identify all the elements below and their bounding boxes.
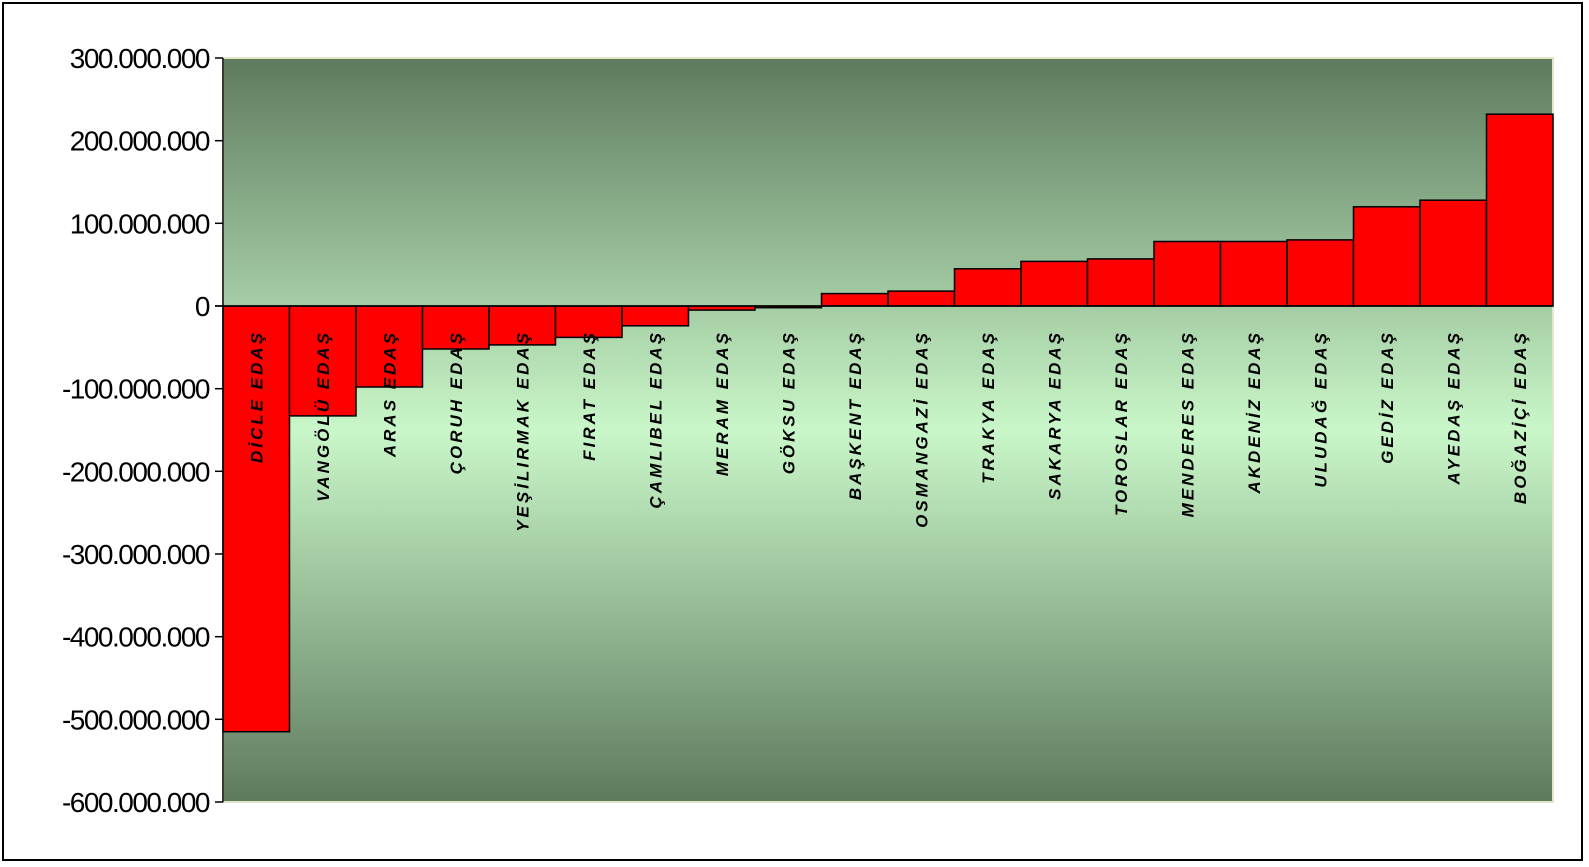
bar-18 (1419, 199, 1488, 307)
category-label-12: SAKARYA EDAŞ (1045, 330, 1064, 500)
category-label-16: ULUDAĞ EDAŞ (1311, 330, 1330, 488)
y-axis: 300.000.000 200.000.000 100.000.000 0 -100.0… (62, 43, 1553, 818)
bar-4 (488, 305, 557, 346)
category-label-2: ARAS EDAŞ (380, 330, 399, 458)
category-label-18: AYEDAŞ EDAŞ (1444, 330, 1463, 486)
bar-15 (1219, 240, 1288, 307)
category-label-8: GÖKSU EDAŞ (779, 330, 798, 474)
y-tick-label-0: 300.000.000 (70, 43, 210, 74)
bar-0 (222, 305, 291, 733)
category-label-6: ÇAMLIBEL EDAŞ (646, 330, 665, 508)
y-tick-label-7: -400.000.000 (62, 622, 210, 653)
y-tick-label-4: -100.000.000 (62, 374, 210, 405)
category-label-13: TOROSLAR EDAŞ (1112, 330, 1131, 516)
category-label-10: OSMANGAZİ EDAŞ (912, 330, 931, 528)
bar-19 (1485, 113, 1554, 307)
bar-3 (421, 305, 490, 350)
plot-area (222, 57, 1554, 803)
y-tick-label-6: -300.000.000 (62, 539, 210, 570)
y-tick-label-2: 100.000.000 (70, 208, 210, 239)
y-tick-label-5: -200.000.000 (62, 456, 210, 487)
category-label-1: VANGÖLÜ EDAŞ (314, 330, 333, 502)
y-tick-label-8: -500.000.000 (62, 704, 210, 735)
category-label-19: BOĞAZİÇİ EDAŞ (1511, 330, 1530, 504)
category-label-14: MENDERES EDAŞ (1178, 330, 1197, 517)
bar-11 (953, 268, 1022, 307)
bar-6 (621, 305, 690, 327)
bar-16 (1286, 239, 1355, 307)
bar-17 (1352, 206, 1421, 307)
bar-14 (1153, 240, 1222, 307)
bar-10 (887, 290, 956, 307)
bar-12 (1020, 260, 1089, 307)
category-label-9: BAŞKENT EDAŞ (846, 330, 865, 500)
category-label-15: AKDENİZ EDAŞ (1245, 330, 1264, 495)
category-label-4: YEŞİLIRMAK EDAŞ (513, 330, 532, 532)
bar-9 (820, 292, 889, 307)
category-label-5: FIRAT EDAŞ (580, 330, 599, 461)
bar-13 (1086, 258, 1155, 307)
category-labels: DİCLE EDAŞ VANGÖLÜ EDAŞ ARAS EDAŞ ÇORUH EDA… (247, 330, 1530, 532)
y-tick-label-3: 0 (195, 291, 210, 322)
bar-5 (554, 305, 623, 339)
category-label-0: DİCLE EDAŞ (247, 330, 266, 463)
y-tick-label-9: -600.000.000 (62, 787, 210, 818)
category-label-11: TRAKYA EDAŞ (979, 330, 998, 484)
y-tick-label-1: 200.000.000 (70, 126, 210, 157)
category-label-7: MERAM EDAŞ (713, 330, 732, 476)
bars-group (222, 113, 1554, 733)
category-label-3: ÇORUH EDAŞ (447, 330, 466, 474)
category-label-17: GEDİZ EDAŞ (1378, 330, 1397, 464)
